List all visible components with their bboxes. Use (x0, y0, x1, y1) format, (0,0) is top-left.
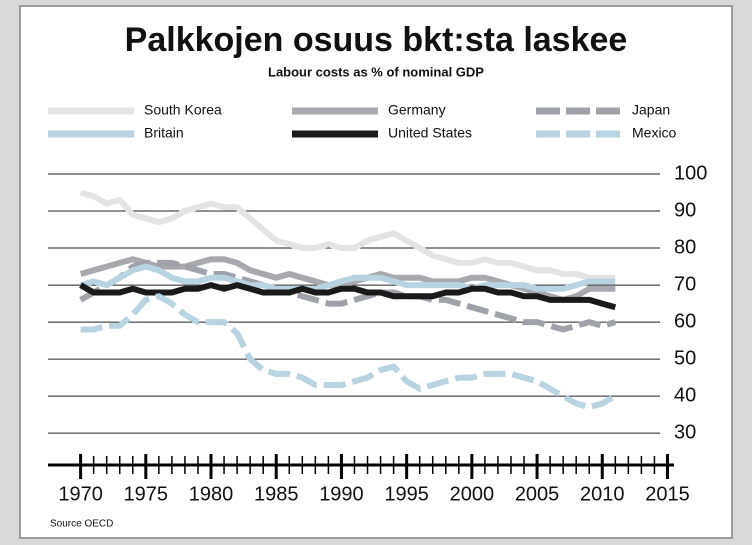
legend-label: Britain (144, 125, 184, 141)
series-line (80, 293, 617, 411)
y-tick-label: 70 (674, 273, 696, 295)
x-tick-label: 1970 (58, 483, 103, 505)
legend-label: United States (388, 125, 472, 141)
series-line (79, 189, 616, 281)
chart-subtitle: Labour costs as % of nominal GDP (268, 64, 484, 79)
y-tick-label: 50 (674, 347, 696, 369)
x-tick-label: 1975 (124, 483, 169, 505)
series-line (79, 282, 617, 311)
x-tick-label: 1980 (189, 483, 234, 505)
y-tick-label: 40 (674, 384, 696, 406)
x-tick-label: 2015 (645, 483, 690, 505)
legend-label: Japan (632, 102, 670, 118)
legend-label: Mexico (632, 125, 677, 141)
series-line (79, 259, 617, 333)
y-tick-label: 80 (674, 236, 696, 258)
source-note: Source OECD (50, 519, 113, 530)
y-tick-label: 30 (674, 421, 696, 443)
x-tick-label: 2000 (450, 483, 495, 505)
chart-title: Palkkojen osuus bkt:sta laskee (125, 21, 628, 59)
y-tick-label: 60 (674, 310, 696, 332)
y-tick-label: 100 (674, 162, 707, 184)
x-tick-label: 1985 (254, 483, 299, 505)
series-line (79, 256, 616, 303)
legend-label: South Korea (144, 102, 222, 118)
x-tick-label: 1995 (384, 483, 429, 505)
x-tick-label: 2010 (580, 483, 625, 505)
legend-label: Germany (388, 102, 446, 118)
y-tick-label: 90 (674, 199, 696, 221)
x-tick-label: 2005 (515, 483, 560, 505)
series-line (79, 263, 616, 292)
x-tick-label: 1990 (319, 483, 364, 505)
chart-panel (19, 5, 733, 539)
